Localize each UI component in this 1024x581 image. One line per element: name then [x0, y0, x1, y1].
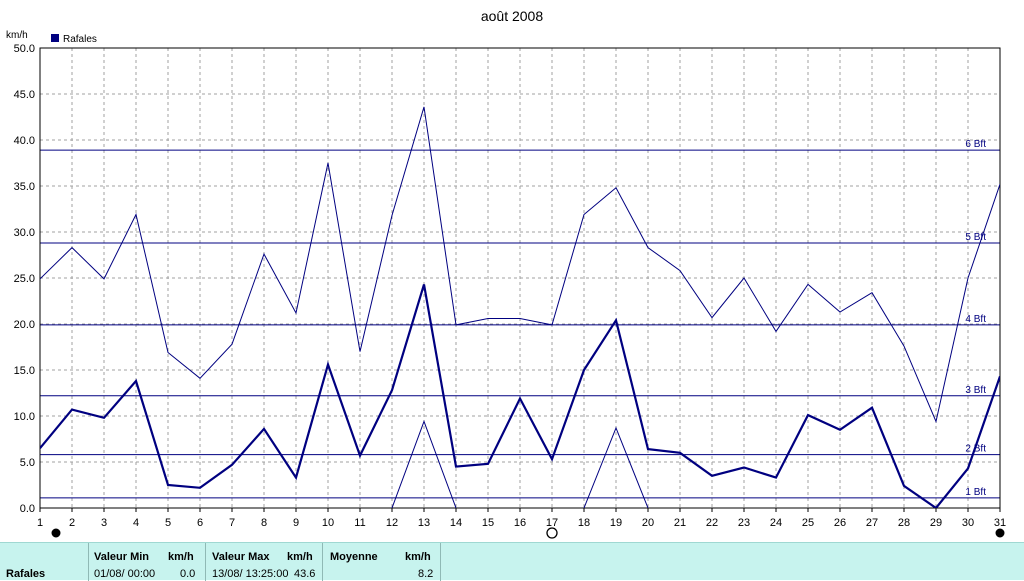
moon-new-icon [996, 529, 1004, 537]
moon-new-icon [52, 529, 60, 537]
y-tick-label: 50.0 [14, 43, 35, 55]
x-tick-label: 1 [37, 517, 43, 529]
x-tick-label: 23 [738, 517, 750, 529]
y-tick-label: 40.0 [14, 135, 35, 147]
x-tick-label: 10 [322, 517, 334, 529]
stats-separator [205, 543, 206, 581]
stats-max-value: 43.6 [294, 568, 315, 580]
stats-max-date: 13/08/ 13:25:00 [212, 568, 288, 580]
x-tick-label: 30 [962, 517, 974, 529]
x-tick-label: 4 [133, 517, 139, 529]
x-tick-label: 3 [101, 517, 107, 529]
y-tick-label: 20.0 [14, 319, 35, 331]
x-tick-label: 28 [898, 517, 910, 529]
x-tick-label: 14 [450, 517, 462, 529]
x-tick-label: 2 [69, 517, 75, 529]
stats-avg-header: Moyenne [330, 551, 378, 563]
x-tick-label: 29 [930, 517, 942, 529]
x-tick-label: 25 [802, 517, 814, 529]
x-tick-label: 21 [674, 517, 686, 529]
x-tick-label: 8 [261, 517, 267, 529]
x-tick-label: 26 [834, 517, 846, 529]
y-tick-label: 35.0 [14, 181, 35, 193]
x-tick-label: 20 [642, 517, 654, 529]
stats-min-unit: km/h [168, 551, 194, 563]
beaufort-label: 4 Bft [965, 314, 986, 325]
stats-avg-unit: km/h [405, 551, 431, 563]
x-tick-label: 13 [418, 517, 430, 529]
beaufort-label: 3 Bft [965, 385, 986, 396]
x-tick-label: 11 [354, 517, 365, 529]
stats-row-label: Rafales [6, 568, 45, 580]
beaufort-label: 6 Bft [965, 139, 986, 150]
x-tick-label: 5 [165, 517, 171, 529]
stats-max-unit: km/h [287, 551, 313, 563]
x-tick-label: 31 [994, 517, 1006, 529]
x-tick-label: 12 [386, 517, 398, 529]
x-tick-label: 22 [706, 517, 718, 529]
y-tick-label: 45.0 [14, 89, 35, 101]
beaufort-label: 1 Bft [965, 487, 986, 498]
legend-swatch [51, 34, 59, 42]
x-tick-label: 24 [770, 517, 782, 529]
y-tick-label: 10.0 [14, 411, 35, 423]
stats-max-header: Valeur Max [212, 551, 269, 563]
x-tick-label: 16 [514, 517, 526, 529]
x-tick-label: 27 [866, 517, 878, 529]
x-tick-label: 19 [610, 517, 622, 529]
y-axis-label: km/h [6, 30, 28, 41]
y-tick-label: 15.0 [14, 365, 35, 377]
x-tick-label: 15 [482, 517, 494, 529]
x-tick-label: 17 [546, 517, 558, 529]
stats-separator [322, 543, 323, 581]
x-tick-label: 9 [293, 517, 299, 529]
legend-label: Rafales [63, 34, 97, 45]
stats-separator [88, 543, 89, 581]
moon-full-icon [547, 528, 557, 538]
y-tick-label: 5.0 [20, 457, 35, 469]
chart-title: août 2008 [481, 8, 543, 24]
stats-min-header: Valeur Min [94, 551, 149, 563]
stats-panel: Rafales Valeur Min km/h 01/08/ 00:00 0.0… [0, 542, 1024, 580]
x-tick-label: 7 [229, 517, 235, 529]
x-tick-label: 18 [578, 517, 590, 529]
stats-min-value: 0.0 [180, 568, 195, 580]
stats-separator [440, 543, 441, 581]
stats-min-date: 01/08/ 00:00 [94, 568, 155, 580]
y-tick-label: 30.0 [14, 227, 35, 239]
stats-avg-value: 8.2 [418, 568, 433, 580]
y-tick-label: 25.0 [14, 273, 35, 285]
x-tick-label: 6 [197, 517, 203, 529]
y-tick-label: 0.0 [20, 503, 35, 515]
